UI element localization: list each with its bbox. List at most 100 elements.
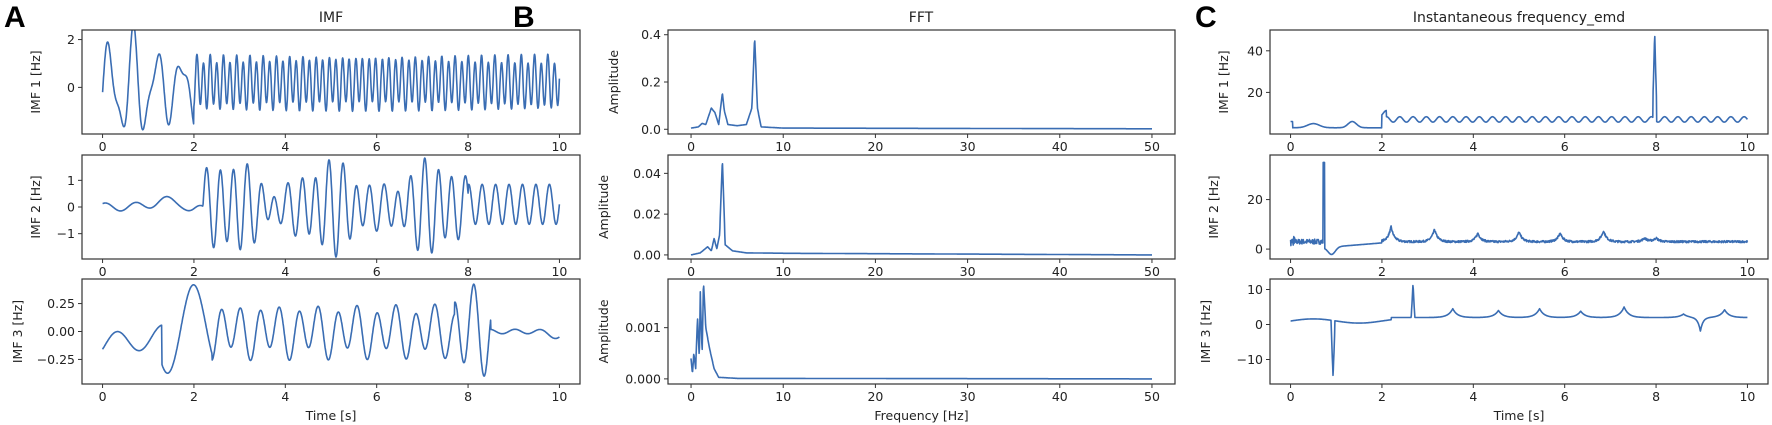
x-tick-label: 6 (373, 264, 381, 279)
y-tick-label: 0.001 (625, 320, 661, 335)
y-tick-label: 10 (1247, 282, 1263, 297)
y-tick-label: −0.25 (37, 352, 75, 367)
x-tick-label: 4 (281, 139, 289, 154)
panel-letter-c: C (1195, 1, 1217, 34)
y-tick-label: 0.00 (633, 247, 661, 262)
y-tick-label: 0.000 (625, 371, 661, 386)
x-tick-label: 20 (867, 139, 883, 154)
y-tick-label: 40 (1247, 43, 1263, 58)
subplot-b-1: 0 10 20 30 40 50 0.0 0.2 0.4 Amplitude (606, 27, 1176, 154)
axes-frame (667, 278, 1176, 385)
x-tick-label: 8 (464, 264, 472, 279)
x-tick-label: 4 (1469, 264, 1477, 279)
x-tick-label: 30 (960, 264, 976, 279)
y-tick-label: 20 (1247, 85, 1263, 100)
x-tick-label: 2 (1378, 389, 1386, 404)
x-tick-label: 10 (551, 139, 567, 154)
x-tick-label: 0 (687, 264, 695, 279)
x-tick-label: 0 (1287, 389, 1295, 404)
x-tick-label: 30 (960, 389, 976, 404)
y-tick-label: −10 (1237, 352, 1263, 367)
x-axis-label: Time [s] (1493, 408, 1545, 423)
x-tick-label: 0 (1287, 264, 1295, 279)
subplot-b-3: 0 10 20 30 40 50 0.000 0.001 Amplitude Frequency … (596, 278, 1176, 423)
y-tick-label: 0 (67, 200, 75, 215)
data-line (101, 283, 560, 377)
data-line (1289, 161, 1749, 256)
y-tick-label: 0 (1255, 242, 1263, 257)
x-tick-label: 40 (1052, 264, 1068, 279)
x-tick-label: 20 (867, 264, 883, 279)
axes-frame (667, 154, 1176, 260)
x-axis-label: Time [s] (305, 408, 357, 423)
axes-frame (667, 29, 1176, 135)
y-axis-label: IMF 3 [Hz] (10, 300, 25, 363)
y-axis-label: Amplitude (606, 50, 621, 114)
x-tick-label: 10 (551, 389, 567, 404)
y-tick-label: 2 (67, 32, 75, 47)
x-tick-label: 10 (1739, 139, 1755, 154)
x-tick-label: 4 (1469, 139, 1477, 154)
x-tick-label: 2 (190, 264, 198, 279)
data-line (690, 285, 1153, 380)
x-tick-label: 10 (1739, 264, 1755, 279)
subplot-a-2: 0 2 4 6 8 10 −1 0 1 IMF 2 [Hz] (28, 154, 581, 279)
x-tick-label: 2 (190, 389, 198, 404)
subplot-a-3: 0 2 4 6 8 10 −0.25 0.00 0.25 IMF 3 [Hz] Time [s] (10, 278, 581, 423)
axes-frame (81, 29, 581, 135)
x-tick-label: 0 (1287, 139, 1295, 154)
x-tick-label: 0 (687, 389, 695, 404)
y-tick-label: 0 (1255, 317, 1263, 332)
x-tick-label: 8 (464, 139, 472, 154)
x-tick-label: 50 (1144, 139, 1160, 154)
y-axis-label: Amplitude (596, 299, 611, 363)
x-tick-label: 6 (1561, 139, 1569, 154)
axes-frame (1269, 154, 1769, 260)
x-tick-label: 0 (99, 264, 107, 279)
axes-frame (1269, 278, 1769, 385)
panel-title-instantaneous-frequency: Instantaneous frequency_emd (1413, 10, 1625, 26)
y-axis-label: IMF 2 [Hz] (1206, 175, 1221, 238)
subplot-a-1: 0 2 4 6 8 10 0 2 IMF 1 [Hz] (28, 29, 581, 154)
y-axis-label: IMF 3 [Hz] (1198, 300, 1213, 363)
x-tick-label: 4 (281, 264, 289, 279)
y-tick-label: 0.02 (633, 207, 661, 222)
y-tick-label: 0.25 (47, 296, 75, 311)
x-tick-label: 8 (1652, 264, 1660, 279)
axes-frame (1269, 29, 1769, 135)
y-tick-label: 0.00 (47, 324, 75, 339)
x-tick-label: 40 (1052, 389, 1068, 404)
axes-frame (81, 278, 581, 385)
x-tick-label: 8 (1652, 389, 1660, 404)
x-tick-label: 0 (687, 139, 695, 154)
x-axis-label: Frequency [Hz] (874, 408, 968, 423)
x-tick-label: 10 (1739, 389, 1755, 404)
panel-title-fft: FFT (909, 10, 934, 26)
panel-title-imf: IMF (319, 10, 343, 26)
subplot-c-3: 0 2 4 6 8 10 −10 0 10 IMF 3 [Hz] Time [s] (1198, 278, 1769, 423)
y-tick-label: 20 (1247, 192, 1263, 207)
data-line (102, 157, 561, 258)
x-tick-label: 40 (1052, 139, 1068, 154)
y-tick-label: 0 (67, 80, 75, 95)
x-tick-label: 20 (867, 389, 883, 404)
x-tick-label: 10 (775, 264, 791, 279)
x-tick-label: 4 (1469, 389, 1477, 404)
x-tick-label: 6 (1561, 264, 1569, 279)
y-tick-label: −1 (57, 226, 75, 241)
subplot-c-1: 0 2 4 6 8 10 20 40 IMF 1 [Hz] (1216, 29, 1769, 154)
x-tick-label: 8 (464, 389, 472, 404)
x-tick-label: 8 (1652, 139, 1660, 154)
subplot-c-2: 0 2 4 6 8 10 0 20 IMF 2 [Hz] (1206, 154, 1769, 279)
x-tick-label: 2 (1378, 264, 1386, 279)
x-tick-label: 10 (775, 389, 791, 404)
y-tick-label: 0.04 (633, 166, 661, 181)
y-tick-label: 0.4 (641, 27, 661, 42)
x-tick-label: 6 (373, 389, 381, 404)
data-line (690, 40, 1153, 130)
panel-letter-b: B (513, 1, 535, 34)
x-tick-label: 10 (775, 139, 791, 154)
y-axis-label: IMF 1 [Hz] (28, 50, 43, 113)
